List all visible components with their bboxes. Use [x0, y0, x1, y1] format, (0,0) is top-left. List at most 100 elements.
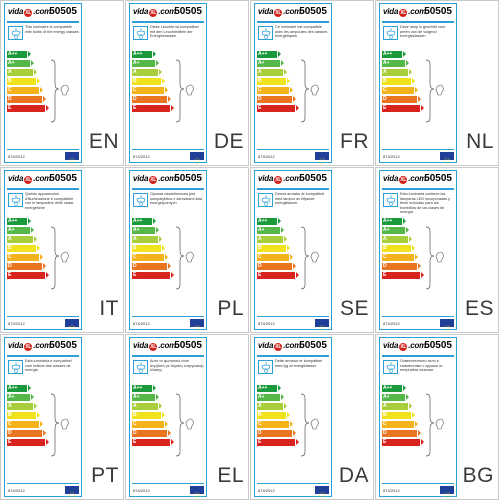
- compatibility-text: Diese Leuchte ist kompatibel mit den Leu…: [150, 25, 199, 38]
- brand-logo: vida XL .com: [258, 341, 302, 351]
- energy-class-bar: B: [257, 245, 290, 252]
- energy-class-bar: D: [7, 430, 46, 437]
- class-range-bracket: [424, 54, 448, 124]
- eu-flag-icon: [190, 319, 204, 331]
- energy-class-bar: D: [382, 430, 421, 437]
- energy-class-bar: D: [132, 263, 171, 270]
- header-divider: [132, 188, 204, 190]
- energy-class-bar: E: [132, 105, 174, 112]
- energy-class-bar: B: [257, 78, 290, 85]
- label-panel-se: vida XL .com 50505 Denna armatur är kompatib…: [250, 167, 374, 333]
- energy-label: vida XL .com 50505 Questo apparecchio d'illu…: [4, 170, 82, 331]
- energy-class-bar: B: [257, 412, 290, 419]
- brand-logo: vida XL .com: [383, 341, 427, 351]
- label-header: vida XL .com 50505: [380, 338, 455, 355]
- header-divider: [257, 21, 329, 23]
- energy-class-bar: A++: [382, 218, 406, 225]
- energy-class-bar: C: [382, 87, 418, 94]
- model-number: 50505: [424, 6, 452, 17]
- compatibility-text: Осветителното тяло е съвместимо с крушки…: [400, 359, 443, 372]
- brand-logo: vida XL .com: [133, 174, 177, 184]
- energy-class-bar: E: [7, 439, 49, 446]
- header-divider: [7, 21, 79, 23]
- energy-class-bar: A++: [7, 385, 31, 392]
- regulation-number: 874/2012: [258, 488, 275, 493]
- eu-flag-icon: [315, 486, 329, 498]
- energy-class-bar: D: [382, 263, 421, 270]
- regulation-number: 874/2012: [8, 321, 25, 326]
- energy-label: vida XL .com 50505 Dette armatur er kompatib…: [254, 337, 332, 498]
- energy-class-bar: A++: [257, 218, 281, 225]
- language-code: PL: [217, 297, 244, 320]
- energy-class-scale: A++ A+ A B C D E: [132, 51, 192, 121]
- model-number: 50505: [174, 340, 202, 351]
- energy-label: vida XL .com 50505 Oprawa oświetleniowa jest…: [129, 170, 207, 331]
- footer-divider: [382, 483, 454, 484]
- energy-class-bar: A+: [257, 227, 284, 234]
- eu-flag-icon: [315, 152, 329, 164]
- model-number: 50505: [299, 340, 327, 351]
- energy-class-bar: A+: [132, 60, 159, 67]
- energy-class-bar: A++: [132, 385, 156, 392]
- regulation-number: 874/2012: [133, 154, 150, 159]
- header-divider: [7, 188, 79, 190]
- ceiling-lamp-icon: [383, 360, 398, 374]
- brand-logo: vida XL .com: [133, 341, 177, 351]
- label-panel-de: vida XL .com 50505 Diese Leuchte ist kompati…: [125, 0, 249, 166]
- footer-divider: [132, 149, 204, 150]
- energy-label: vida XL .com 50505 Denna armatur är kompatib…: [254, 170, 332, 331]
- label-panel-it: vida XL .com 50505 Questo apparecchio d'illu…: [0, 167, 124, 333]
- header-divider: [382, 21, 454, 23]
- compatibility-text: Oprawa oświetleniowa jest kompatybilna z…: [150, 192, 203, 205]
- header-divider: [132, 355, 204, 357]
- energy-class-bar: A: [382, 69, 412, 76]
- eu-flag-icon: [65, 486, 79, 498]
- energy-class-bar: D: [132, 430, 171, 437]
- energy-class-bar: E: [382, 439, 424, 446]
- regulation-number: 874/2012: [133, 321, 150, 326]
- energy-class-bar: A: [257, 403, 287, 410]
- compatibility-text: This luminaire is compatible with bulbs …: [25, 25, 79, 34]
- ceiling-lamp-icon: [8, 193, 23, 207]
- footer-divider: [382, 149, 454, 150]
- language-code: EN: [88, 130, 119, 153]
- energy-class-bar: C: [7, 87, 43, 94]
- language-code: ES: [464, 297, 494, 320]
- compatibility-text: Αυτό το φωτιστικό είναι συμβατό με λάμπε…: [150, 359, 204, 372]
- energy-class-bar: C: [7, 421, 43, 428]
- label-panel-pt: vida XL .com 50505 Esta luminária é compatív…: [0, 334, 124, 500]
- energy-class-bar: A++: [132, 218, 156, 225]
- energy-class-bar: C: [257, 421, 293, 428]
- energy-class-bar: A: [7, 403, 37, 410]
- energy-class-bar: B: [7, 245, 40, 252]
- label-panel-el: vida XL .com 50505 Αυτό το φωτιστικό είναι σ…: [125, 334, 249, 500]
- label-header: vida XL .com 50505: [255, 338, 330, 355]
- energy-class-bar: A+: [132, 394, 159, 401]
- ceiling-lamp-icon: [258, 26, 273, 40]
- class-range-bracket: [49, 221, 73, 291]
- label-header: vida XL .com 50505: [255, 4, 330, 21]
- energy-class-bar: E: [257, 439, 299, 446]
- label-panel-da: vida XL .com 50505 Dette armatur er kompatib…: [250, 334, 374, 500]
- language-code: PT: [91, 464, 119, 487]
- energy-class-bar: A++: [382, 51, 406, 58]
- energy-class-bar: C: [382, 254, 418, 261]
- header-divider: [257, 355, 329, 357]
- model-number: 50505: [174, 6, 202, 17]
- class-range-bracket: [49, 54, 73, 124]
- energy-class-bar: A++: [382, 385, 406, 392]
- energy-label: vida XL .com 50505 Esta luminaria contiene l…: [379, 170, 457, 331]
- label-header: vida XL .com 50505: [130, 171, 205, 188]
- model-number: 50505: [174, 173, 202, 184]
- brand-logo: vida XL .com: [383, 7, 427, 17]
- footer-divider: [257, 483, 329, 484]
- energy-class-bar: A: [132, 403, 162, 410]
- label-header: vida XL .com 50505: [380, 171, 455, 188]
- energy-class-bar: C: [7, 254, 43, 261]
- eu-flag-icon: [65, 152, 79, 164]
- energy-label: vida XL .com 50505 Осветителното тяло е съвм…: [379, 337, 457, 498]
- energy-class-bar: D: [7, 263, 46, 270]
- energy-class-scale: A++ A+ A B C D E: [7, 218, 67, 288]
- header-divider: [382, 355, 454, 357]
- label-header: vida XL .com 50505: [130, 4, 205, 21]
